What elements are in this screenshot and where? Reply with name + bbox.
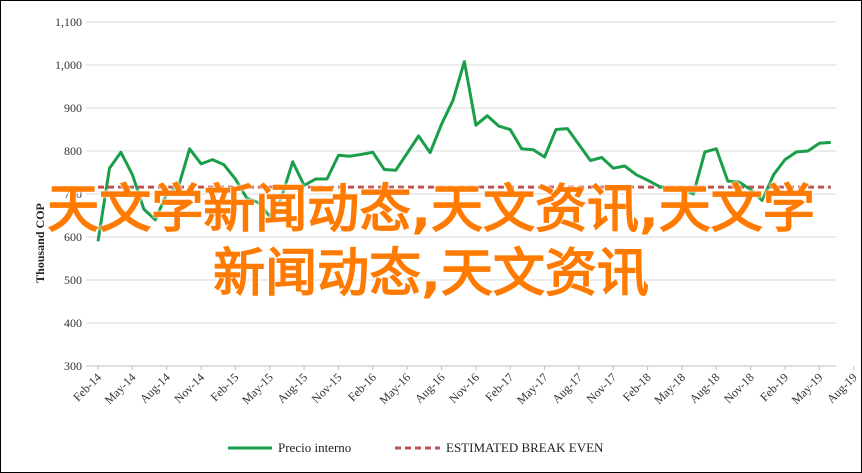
y-tick-label: 500 xyxy=(64,273,82,287)
x-tick-label: Nov-14 xyxy=(171,370,207,406)
x-tick-label: Feb-17 xyxy=(482,370,516,404)
y-tick-label: 800 xyxy=(64,144,82,158)
x-tick-label: Aug-19 xyxy=(824,370,860,406)
y-tick-label: 300 xyxy=(64,359,82,373)
y-tick-label: 900 xyxy=(64,101,82,115)
y-tick-label: 400 xyxy=(64,316,82,330)
y-tick-labels: 300 400 500 600 700 800 900 1,000 1,100 xyxy=(55,15,82,373)
series-precio-interno-line xyxy=(96,60,831,242)
x-tick-label: Feb-19 xyxy=(757,370,791,404)
y-tick-label: 1,100 xyxy=(55,15,82,29)
x-tick-label: Feb-18 xyxy=(620,370,654,404)
legend: Precio interno ESTIMATED BREAK EVEN xyxy=(228,440,604,455)
overlay-watermark-text: 天文学新闻动态,天文资讯,天文学新闻动态,天文资讯 xyxy=(47,180,815,304)
y-tick-label: 1,000 xyxy=(55,58,82,72)
x-tick-label: May-18 xyxy=(651,370,688,407)
y-tick-label: 600 xyxy=(64,230,82,244)
x-tick-label: Aug-18 xyxy=(687,370,723,406)
legend-label-precio-interno: Precio interno xyxy=(278,440,351,455)
y-tick-label: 700 xyxy=(64,187,82,201)
x-tick-label: May-16 xyxy=(377,370,414,407)
x-tick-label: May-14 xyxy=(102,370,139,407)
x-tick-label: Nov-17 xyxy=(584,370,620,406)
x-tick-label: Feb-14 xyxy=(70,370,104,404)
y-axis-label: Thousand COP xyxy=(33,203,47,283)
legend-label-break-even: ESTIMATED BREAK EVEN xyxy=(446,440,604,455)
x-tick-label: Aug-15 xyxy=(274,370,310,406)
x-tick-label: Feb-16 xyxy=(345,370,379,404)
x-tick-label: Nov-16 xyxy=(446,370,482,406)
x-tick-label: May-19 xyxy=(789,370,826,407)
x-tick-label: Nov-15 xyxy=(309,370,345,406)
x-tick-label: Feb-15 xyxy=(208,370,242,404)
x-tick-label: Aug-16 xyxy=(412,370,448,406)
x-tick-label: Aug-14 xyxy=(137,370,173,406)
series-lines xyxy=(96,60,831,242)
x-tick-label: Aug-17 xyxy=(549,370,585,406)
x-tick-label: May-15 xyxy=(239,370,276,407)
x-tick-label: May-17 xyxy=(514,370,551,407)
x-tick-label: Nov-18 xyxy=(721,370,757,406)
